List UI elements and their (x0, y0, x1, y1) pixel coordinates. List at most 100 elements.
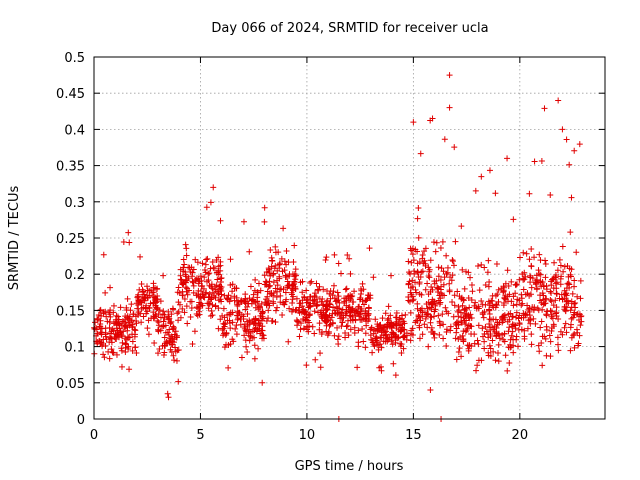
data-point (574, 329, 581, 336)
data-point (422, 315, 429, 322)
data-point (270, 279, 277, 286)
data-point (393, 309, 400, 316)
data-point (485, 257, 492, 264)
y-tick-label: 0.5 (64, 51, 85, 66)
y-tick-label: 0 (77, 413, 85, 428)
data-point (359, 280, 366, 287)
data-point (150, 280, 157, 287)
data-point (298, 320, 305, 327)
data-point (307, 279, 314, 286)
data-point (548, 328, 555, 335)
data-point (547, 278, 554, 285)
data-point (234, 316, 241, 323)
data-point (374, 325, 381, 332)
data-point (521, 269, 528, 276)
data-point (344, 251, 351, 258)
data-point (453, 329, 460, 336)
data-point (204, 255, 211, 262)
data-point (180, 279, 187, 286)
data-point (319, 296, 326, 303)
data-point (543, 323, 550, 330)
data-point (443, 271, 450, 278)
data-point (174, 310, 181, 317)
data-point (274, 277, 281, 284)
data-point (450, 262, 457, 269)
y-tick-label: 0.4 (64, 123, 85, 138)
data-point (238, 354, 245, 361)
data-point (267, 246, 274, 253)
data-point (263, 317, 270, 324)
data-point (312, 356, 319, 363)
data-point (301, 308, 308, 315)
data-point (267, 272, 274, 279)
data-point (326, 300, 333, 307)
data-point (272, 243, 279, 250)
data-point (132, 327, 139, 334)
data-point (293, 272, 300, 279)
data-point (480, 314, 487, 321)
data-point (285, 338, 292, 345)
data-point (229, 319, 236, 326)
data-point (418, 305, 425, 312)
data-point (150, 313, 157, 320)
x-tick-label: 20 (512, 428, 529, 443)
data-point (189, 278, 196, 285)
data-point (413, 289, 420, 296)
data-point (165, 308, 172, 315)
data-point (436, 331, 443, 338)
data-point (181, 295, 188, 302)
data-point (489, 297, 496, 304)
data-point (553, 285, 560, 292)
data-point (419, 331, 426, 338)
data-point (400, 318, 407, 325)
data-point (562, 308, 569, 315)
data-point (272, 307, 279, 314)
data-point (335, 333, 342, 340)
data-point (98, 329, 105, 336)
data-point (123, 307, 130, 314)
data-point (168, 348, 175, 355)
data-point (345, 297, 352, 304)
data-point (217, 262, 224, 269)
data-point (117, 304, 124, 311)
data-point (468, 315, 475, 322)
data-point (259, 323, 266, 330)
data-point (197, 293, 204, 300)
data-point (242, 291, 249, 298)
data-point (154, 317, 161, 324)
data-point (225, 364, 232, 371)
data-point (200, 285, 207, 292)
data-point (272, 285, 279, 292)
data-point (572, 304, 579, 311)
data-point (489, 337, 496, 344)
data-point (276, 273, 283, 280)
data-point (502, 352, 509, 359)
data-point (189, 273, 196, 280)
data-point (424, 324, 431, 331)
data-point (471, 331, 478, 338)
data-point (163, 338, 170, 345)
data-point (242, 327, 249, 334)
data-point (467, 311, 474, 318)
data-point (283, 247, 290, 254)
data-point (483, 328, 490, 335)
data-point (475, 262, 482, 269)
data-point (369, 349, 376, 356)
data-point (397, 322, 404, 329)
data-point (224, 317, 231, 324)
data-point (267, 290, 274, 297)
data-point (190, 282, 197, 289)
data-point (276, 265, 283, 272)
data-point (92, 319, 99, 326)
data-point (343, 285, 350, 292)
data-point (126, 239, 133, 246)
data-point (347, 313, 354, 320)
data-point (299, 289, 306, 296)
data-point (510, 216, 517, 223)
data-point (106, 339, 113, 346)
data-point (499, 314, 506, 321)
data-point (510, 349, 517, 356)
data-point (536, 297, 543, 304)
data-point (197, 273, 204, 280)
data-point (493, 332, 500, 339)
